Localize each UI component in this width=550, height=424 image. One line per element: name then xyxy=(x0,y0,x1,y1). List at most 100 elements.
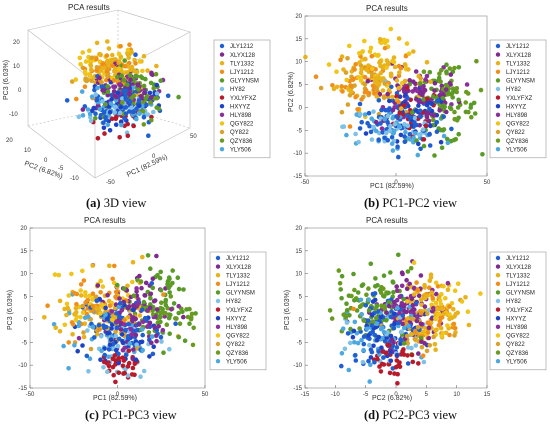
data-point xyxy=(84,353,90,359)
data-point xyxy=(176,94,181,100)
data-point xyxy=(436,75,442,81)
data-point xyxy=(455,105,461,110)
data-point xyxy=(349,293,354,299)
data-point xyxy=(130,109,136,115)
data-point xyxy=(176,334,182,340)
z-tick: 20 xyxy=(13,40,20,46)
data-point xyxy=(151,86,156,91)
data-point xyxy=(394,284,399,289)
data-point xyxy=(137,111,142,117)
data-point xyxy=(374,94,379,99)
data-point xyxy=(426,335,432,341)
data-point xyxy=(77,55,83,61)
data-point xyxy=(422,282,427,288)
data-point xyxy=(402,308,407,314)
data-point xyxy=(455,281,461,286)
legend-marker xyxy=(495,341,501,347)
data-point xyxy=(404,333,410,339)
data-point xyxy=(95,136,101,141)
data-point xyxy=(173,316,178,321)
legend-marker xyxy=(215,316,221,321)
data-point xyxy=(112,110,117,115)
data-point xyxy=(80,303,85,309)
data-point xyxy=(404,277,409,283)
data-point xyxy=(454,86,460,91)
data-point xyxy=(389,84,394,90)
data-point xyxy=(45,303,50,308)
data-point xyxy=(463,100,468,105)
legend-marker xyxy=(215,333,221,338)
x-tick: -5 xyxy=(363,392,369,398)
legend-entry: YXLYFXZ xyxy=(226,308,253,314)
data-point xyxy=(397,311,402,316)
data-point xyxy=(127,73,133,78)
data-point xyxy=(415,152,421,158)
legend-marker xyxy=(219,138,225,143)
data-point xyxy=(444,62,449,67)
z-tick: 10 xyxy=(13,64,20,70)
data-point xyxy=(95,85,100,91)
data-point xyxy=(109,116,115,122)
data-point xyxy=(410,359,416,365)
data-point xyxy=(167,290,172,295)
legend-marker xyxy=(495,69,501,75)
data-point xyxy=(122,317,127,323)
data-point xyxy=(452,116,457,122)
data-point xyxy=(367,49,373,54)
data-point xyxy=(407,281,412,287)
legend-entry: JLY1212 xyxy=(226,256,250,262)
data-point xyxy=(421,137,427,142)
data-point xyxy=(370,329,375,334)
data-point xyxy=(339,109,345,115)
data-point xyxy=(427,132,432,137)
data-point xyxy=(401,304,406,309)
data-point xyxy=(118,105,123,110)
data-point xyxy=(402,78,408,84)
legend-entry: GLYYNSM xyxy=(230,79,259,85)
chart-title: PCA results xyxy=(366,4,408,13)
data-point xyxy=(374,315,379,321)
x-tick: 0 xyxy=(152,154,156,160)
data-point xyxy=(397,110,403,116)
legend-marker xyxy=(495,95,501,100)
data-point xyxy=(154,63,159,69)
x-tick: 50 xyxy=(190,134,197,140)
data-point xyxy=(105,73,110,79)
data-point xyxy=(110,63,115,69)
data-point xyxy=(129,49,134,55)
data-point xyxy=(424,114,430,120)
data-point xyxy=(132,68,137,74)
data-point xyxy=(120,355,125,360)
data-point xyxy=(143,96,149,101)
data-point xyxy=(394,358,400,363)
data-point xyxy=(88,62,93,68)
data-point xyxy=(439,306,445,312)
data-point xyxy=(366,358,371,364)
data-point xyxy=(69,271,74,277)
data-point xyxy=(87,111,93,117)
legend-marker xyxy=(495,316,501,321)
legend-entry: QZY836 xyxy=(226,351,249,357)
data-point xyxy=(73,77,79,82)
y-tick: 10 xyxy=(295,60,302,66)
data-point xyxy=(166,285,172,291)
data-point xyxy=(152,298,158,303)
data-point xyxy=(362,81,368,87)
legend-marker xyxy=(215,350,221,355)
data-point xyxy=(347,340,353,346)
data-point xyxy=(338,57,343,63)
data-point xyxy=(87,356,93,361)
data-point xyxy=(122,116,127,121)
data-point xyxy=(130,260,136,265)
data-point xyxy=(340,326,346,331)
data-point xyxy=(382,116,387,122)
data-point xyxy=(412,307,417,312)
data-point xyxy=(402,134,407,139)
legend-entry: YLY506 xyxy=(230,147,252,153)
data-point xyxy=(359,119,364,125)
data-point xyxy=(447,105,453,110)
legend-marker xyxy=(495,52,501,57)
data-point xyxy=(352,319,358,325)
data-point xyxy=(104,69,110,75)
y-tick: -15 xyxy=(293,174,302,180)
